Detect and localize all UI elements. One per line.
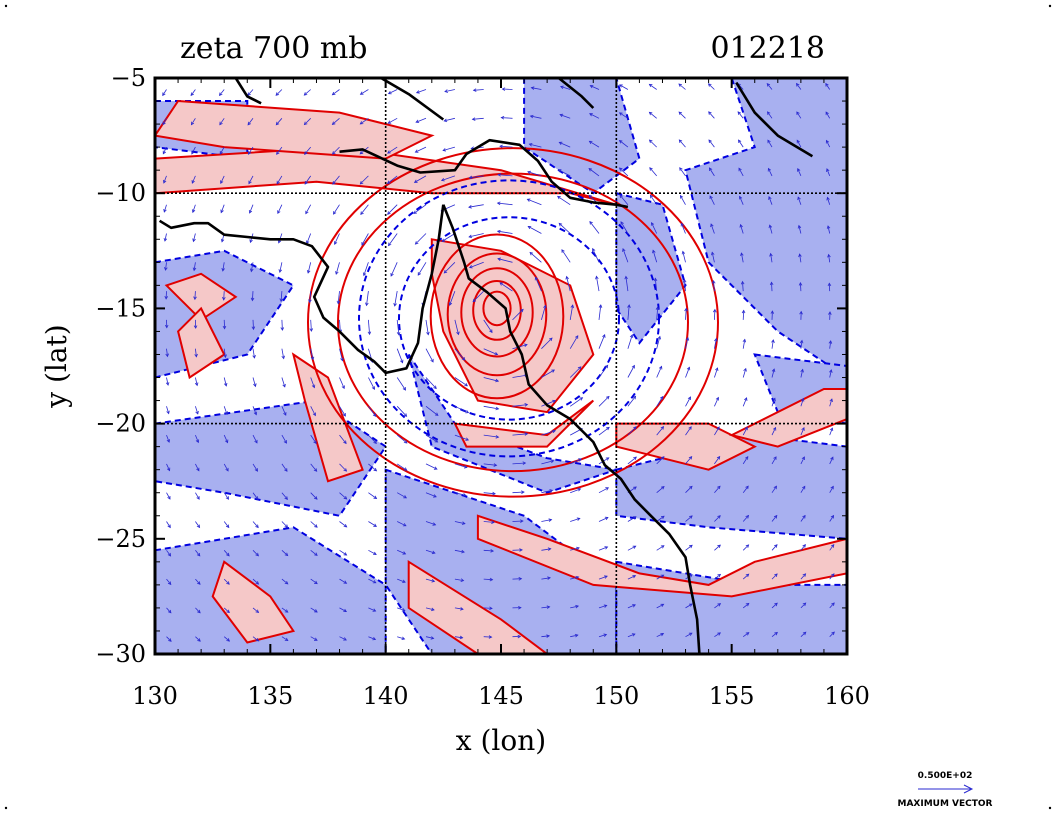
wind-vector xyxy=(282,320,283,330)
vector-legend-label: MAXIMUM VECTOR xyxy=(897,799,992,809)
y-tick-label: −15 xyxy=(95,294,146,322)
y-tick-label: −25 xyxy=(95,525,146,553)
vector-legend: 0.500E+02 MAXIMUM VECTOR xyxy=(897,771,992,809)
x-tick-label: 160 xyxy=(824,682,870,710)
wind-vector xyxy=(513,521,523,522)
x-tick-label: 140 xyxy=(363,682,409,710)
wind-vector xyxy=(502,89,512,90)
x-tick-label: 155 xyxy=(709,682,755,710)
y-tick-label: −30 xyxy=(95,640,146,668)
x-tick-label: 150 xyxy=(593,682,639,710)
y-axis-label: y (lat) xyxy=(40,324,73,408)
y-tick-label: −20 xyxy=(95,410,146,438)
y-tick-label: −10 xyxy=(95,179,146,207)
plot-timestamp: 012218 xyxy=(710,31,825,66)
x-tick-label: 135 xyxy=(247,682,293,710)
x-tick-label: 145 xyxy=(478,682,524,710)
y-tick-label: −5 xyxy=(111,64,146,92)
x-tick-label: 130 xyxy=(132,682,178,710)
plot-title: zeta 700 mb xyxy=(180,31,368,66)
vector-legend-value: 0.500E+02 xyxy=(918,771,973,781)
x-axis-label: x (lon) xyxy=(456,724,546,757)
wind-vector xyxy=(714,310,715,320)
